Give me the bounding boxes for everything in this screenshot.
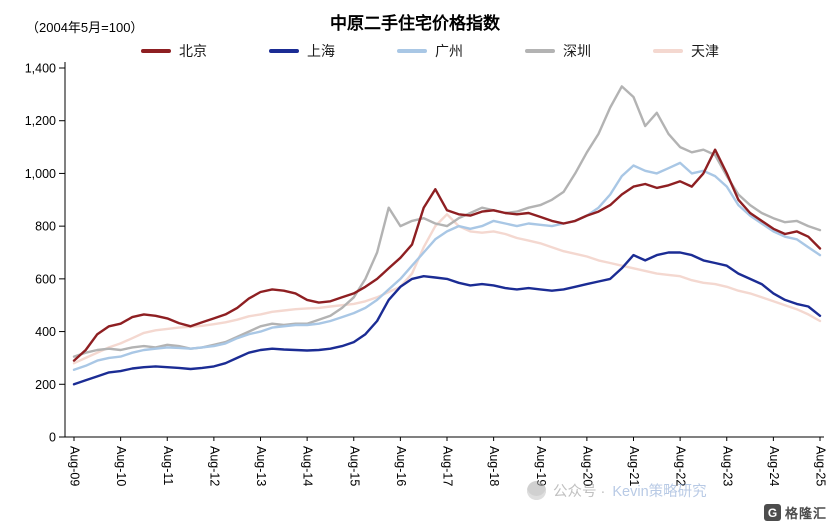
legend-item-shenzhen: 深圳 (525, 41, 591, 61)
gelonghui-logo: G 格隆汇 (763, 503, 827, 522)
x-axis-label: Aug-21 (627, 446, 641, 486)
watermark: 公众号 · Kevin策略研究 (527, 480, 707, 501)
legend-item-shanghai: 上海 (269, 41, 335, 61)
legend-swatch-tianjin (653, 49, 683, 53)
y-axis-label: 1,400 (25, 62, 56, 76)
x-axis-label: Aug-22 (674, 446, 688, 486)
x-axis-label: Aug-17 (441, 446, 455, 486)
series-line-shenzhen (72, 85, 822, 358)
series-line-shanghai (72, 251, 822, 386)
x-axis-label: Aug-18 (487, 446, 501, 486)
legend-item-beijing: 北京 (141, 41, 207, 61)
chart-legend: 北京 上海 广州 深圳 天津 (70, 41, 790, 61)
x-axis-label: Aug-24 (767, 446, 781, 486)
watermark-prefix: 公众号 · (553, 484, 606, 500)
x-axis-label: Aug-10 (114, 446, 128, 486)
legend-swatch-shenzhen (525, 49, 555, 53)
y-axis-label: 800 (35, 220, 56, 234)
x-axis-label: Aug-11 (161, 446, 175, 485)
x-axis-label: Aug-13 (254, 446, 268, 486)
y-axis-label: 1,000 (25, 167, 56, 181)
legend-label-beijing: 北京 (179, 43, 207, 59)
x-axis-label: Aug-14 (301, 446, 315, 486)
base-period-note: （2004年5月=100） (26, 20, 144, 35)
y-axis-label: 600 (35, 272, 56, 286)
x-axis-label: Aug-16 (394, 446, 408, 486)
y-axis-label: 0 (49, 431, 56, 445)
watermark-logo-icon (527, 481, 546, 500)
gelonghui-logo-text: 格隆汇 (784, 506, 827, 521)
legend-label-guangzhou: 广州 (435, 43, 463, 59)
legend-label-shanghai: 上海 (307, 43, 335, 59)
y-axis-label: 200 (35, 378, 56, 392)
legend-item-tianjin: 天津 (653, 41, 719, 61)
x-axis-label: Aug-09 (68, 446, 82, 486)
series-line-beijing (72, 148, 822, 362)
watermark-account-name: Kevin策略研究 (612, 484, 707, 500)
series-line-guangzhou (72, 161, 822, 371)
legend-label-tianjin: 天津 (691, 43, 719, 59)
x-axis-label: Aug-12 (207, 446, 221, 486)
x-axis-label: Aug-20 (580, 446, 594, 486)
legend-swatch-shanghai (269, 49, 299, 53)
y-axis-label: 1,200 (25, 114, 56, 128)
legend-swatch-guangzhou (397, 49, 427, 53)
chart-title: 中原二手住宅价格指数 (330, 14, 500, 33)
gelonghui-logo-icon: G (763, 504, 781, 521)
x-axis-label: Aug-23 (720, 446, 734, 486)
x-axis-label: Aug-19 (534, 446, 548, 486)
x-axis-label: Aug-25 (814, 446, 828, 486)
x-axis-label: Aug-15 (347, 446, 361, 486)
legend-swatch-beijing (141, 49, 171, 53)
legend-item-guangzhou: 广州 (397, 41, 463, 61)
series-line-tianjin (72, 213, 822, 365)
legend-label-shenzhen: 深圳 (563, 43, 591, 59)
y-axis-label: 400 (35, 325, 56, 339)
